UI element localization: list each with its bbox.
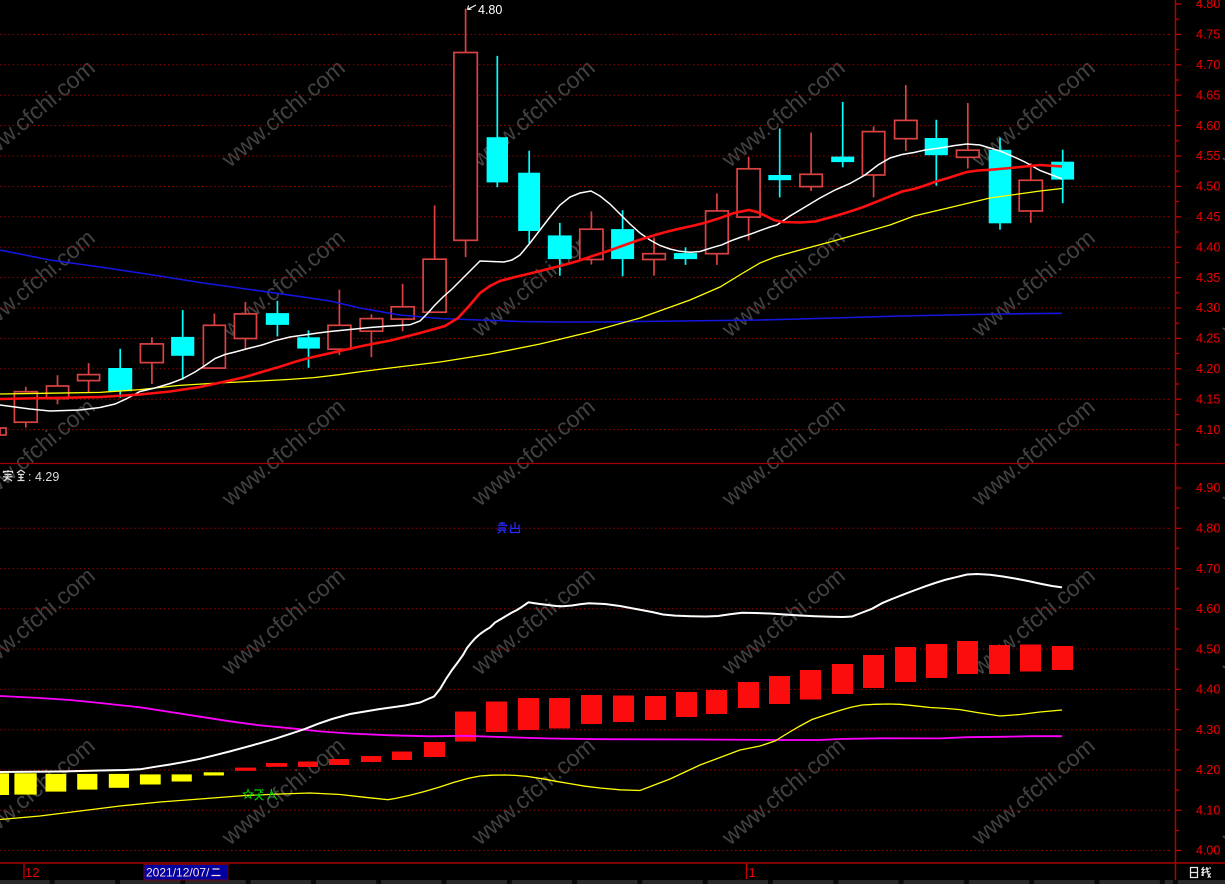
svg-text:4.20: 4.20: [1196, 763, 1220, 777]
svg-text:4.10: 4.10: [1196, 423, 1220, 437]
svg-text:4.00: 4.00: [1196, 844, 1220, 858]
svg-text:4.60: 4.60: [1196, 602, 1220, 616]
svg-text:4.15: 4.15: [1196, 392, 1220, 406]
svg-text:4.25: 4.25: [1196, 332, 1220, 346]
svg-text:4.65: 4.65: [1196, 88, 1220, 102]
svg-text:4.40: 4.40: [1196, 240, 1220, 254]
svg-text:4.30: 4.30: [1196, 301, 1220, 315]
svg-text:2021/12/07/: 2021/12/07/: [146, 866, 210, 880]
svg-text:4.90: 4.90: [1196, 481, 1220, 495]
svg-text:4.50: 4.50: [1196, 180, 1220, 194]
svg-text:4.20: 4.20: [1196, 362, 1220, 376]
svg-text:4.35: 4.35: [1196, 271, 1220, 285]
svg-text:4.45: 4.45: [1196, 210, 1220, 224]
svg-text:4.80: 4.80: [1196, 522, 1220, 536]
svg-text:4.30: 4.30: [1196, 723, 1220, 737]
svg-text:4.80: 4.80: [1196, 0, 1220, 11]
svg-text:4.50: 4.50: [1196, 642, 1220, 656]
svg-text:4.55: 4.55: [1196, 149, 1220, 163]
svg-text:4.40: 4.40: [1196, 683, 1220, 697]
svg-text:4.75: 4.75: [1196, 28, 1220, 42]
svg-text:: 4.29: : 4.29: [28, 470, 59, 484]
svg-text:4.80: 4.80: [478, 3, 502, 17]
svg-text:4.10: 4.10: [1196, 803, 1220, 817]
svg-text:1: 1: [749, 865, 756, 880]
svg-text:4.70: 4.70: [1196, 58, 1220, 72]
svg-text:4.60: 4.60: [1196, 119, 1220, 133]
svg-text:12: 12: [25, 865, 39, 880]
svg-text:4.70: 4.70: [1196, 562, 1220, 576]
